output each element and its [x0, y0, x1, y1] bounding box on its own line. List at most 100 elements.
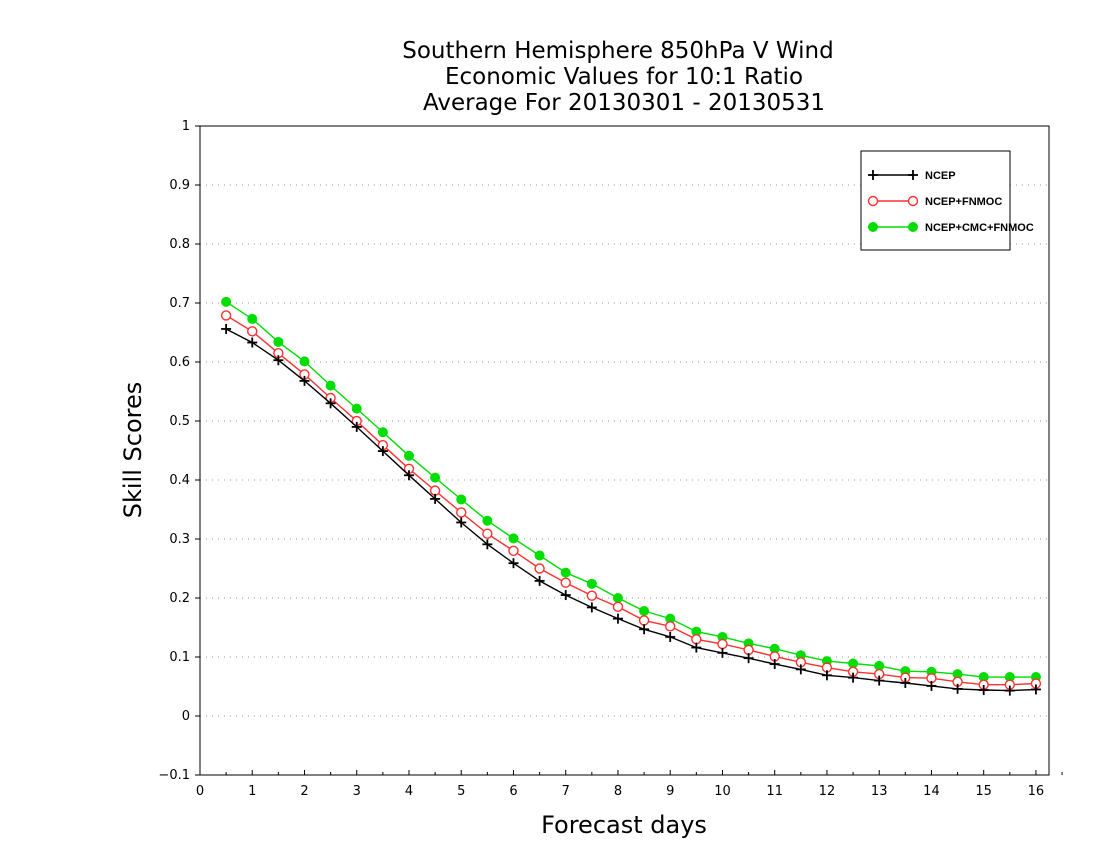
- legend-marker-end: [908, 222, 918, 232]
- data-point-ncep-fnmoc: [429, 485, 441, 496]
- data-point-ncep: [978, 685, 989, 696]
- legend-label: NCEP+FNMOC: [925, 196, 1002, 208]
- legend-label: NCEP: [925, 170, 956, 182]
- x-tick-label: 2: [300, 784, 308, 799]
- x-tick-label: 12: [819, 784, 836, 799]
- data-point-ncep-fnmoc: [691, 634, 702, 645]
- data-point-ncep-cmc-fnmoc: [560, 567, 571, 578]
- data-point-ncep-fnmoc: [456, 507, 467, 518]
- data-point-ncep-cmc-fnmoc: [351, 403, 362, 414]
- x-tick-label: 6: [509, 784, 517, 799]
- data-point-ncep-cmc-fnmoc: [273, 336, 284, 347]
- x-axis-title: Forecast days: [541, 811, 707, 839]
- data-point-ncep: [1004, 685, 1015, 696]
- x-tick-label: 16: [1028, 784, 1045, 799]
- data-point-ncep: [769, 659, 780, 670]
- data-point-ncep-fnmoc: [665, 621, 676, 632]
- x-tick-label: 7: [562, 784, 570, 799]
- data-point-ncep-cmc-fnmoc: [456, 494, 467, 505]
- series-ncep: [221, 323, 1041, 696]
- data-point-ncep: [691, 642, 702, 653]
- data-point-ncep: [377, 446, 388, 457]
- data-point-ncep: [612, 613, 623, 624]
- data-point-ncep: [508, 558, 519, 569]
- data-point-ncep-cmc-fnmoc: [299, 356, 310, 367]
- legend-item-ncep: NCEP: [868, 170, 956, 182]
- y-tick-label: −0.1: [158, 768, 190, 783]
- legend-marker-end: [908, 170, 918, 180]
- data-point-ncep-cmc-fnmoc: [586, 578, 597, 589]
- data-point-ncep-fnmoc: [482, 528, 493, 539]
- data-point-ncep: [351, 421, 362, 432]
- data-point-ncep: [403, 470, 414, 481]
- data-point-ncep: [926, 680, 937, 691]
- data-point-ncep-cmc-fnmoc: [430, 472, 441, 483]
- legend-marker-end: [907, 195, 919, 207]
- x-tick-label: 3: [353, 784, 361, 799]
- data-point-ncep-fnmoc: [220, 310, 232, 321]
- data-point-ncep: [273, 355, 284, 366]
- x-tick-label: 10: [714, 784, 731, 799]
- x-tick-label: 13: [871, 784, 888, 799]
- data-point-ncep-cmc-fnmoc: [482, 515, 493, 526]
- data-point-ncep: [534, 575, 545, 586]
- data-point-ncep: [952, 683, 963, 694]
- data-point-ncep: [299, 375, 310, 386]
- title-line-3: Average For 20130301 - 20130531: [423, 90, 825, 116]
- legend: NCEP NCEP+FNMOC NCEP+CMC+FNMOC: [860, 150, 1034, 251]
- y-tick-label: 0.7: [169, 296, 190, 311]
- data-point-ncep-cmc-fnmoc: [221, 296, 232, 307]
- data-point-ncep: [586, 602, 597, 613]
- data-point-ncep: [639, 624, 650, 635]
- y-axis: −0.1 0 0.1 0.2 0.3 0.4 0.5 0.6 0.7 0.8 0.9 1: [158, 119, 200, 783]
- y-tick-label: 0.5: [169, 414, 190, 429]
- series-line-ncep-fnmoc: [225, 314, 1036, 686]
- data-point-ncep-fnmoc: [534, 563, 545, 574]
- y-tick-label: 0.1: [169, 650, 190, 665]
- data-point-ncep: [821, 670, 832, 681]
- title-line-1: Southern Hemisphere 850hPa V Wind: [402, 38, 833, 64]
- data-point-ncep: [795, 664, 806, 675]
- data-point-ncep-cmc-fnmoc: [247, 313, 258, 324]
- y-tick-label: 0: [182, 709, 190, 724]
- data-point-ncep-fnmoc: [717, 638, 728, 650]
- data-point-ncep-cmc-fnmoc: [534, 550, 545, 561]
- x-axis: 0 1 2 3 4 5 6 7 8 9 10 11 12 13 14 15 16: [196, 770, 1063, 799]
- y-tick-label: 0.4: [169, 473, 190, 488]
- x-tick-label: 4: [405, 784, 413, 799]
- x-tick-label: 1: [248, 784, 256, 799]
- y-tick-label: 0.8: [169, 237, 190, 252]
- data-point-ncep-fnmoc: [508, 545, 519, 556]
- plot-frame: [199, 125, 1050, 776]
- legend-item-ncep-cmc-fnmoc: NCEP+CMC+FNMOC: [868, 222, 1034, 234]
- y-tick-label: 0.6: [169, 355, 190, 370]
- x-tick-label: 15: [975, 784, 992, 799]
- legend-items: NCEP NCEP+FNMOC NCEP+CMC+FNMOC: [867, 170, 1034, 234]
- data-point-ncep-fnmoc: [743, 644, 754, 656]
- data-point-ncep-cmc-fnmoc: [403, 450, 414, 461]
- data-point-ncep-fnmoc: [560, 577, 571, 588]
- x-tick-label: 0: [196, 784, 204, 799]
- data-point-ncep: [848, 672, 859, 683]
- data-point-ncep: [325, 398, 336, 409]
- y-axis-title: Skill Scores: [119, 382, 147, 519]
- data-point-ncep-cmc-fnmoc: [377, 427, 388, 438]
- x-tick-label: 9: [666, 784, 674, 799]
- data-point-ncep: [482, 539, 493, 550]
- x-tick-label: 11: [766, 784, 783, 799]
- series-line-ncep: [225, 328, 1036, 692]
- chart-title: Southern Hemisphere 850hPa V Wind Econom…: [402, 38, 833, 116]
- data-point-ncep: [456, 517, 467, 528]
- data-point-ncep: [665, 631, 676, 642]
- y-tick-label: 0.3: [169, 532, 190, 547]
- data-point-ncep: [717, 647, 728, 658]
- series-layer: [220, 296, 1042, 696]
- x-tick-label: 5: [457, 784, 465, 799]
- x-tick-label: 8: [614, 784, 622, 799]
- data-point-ncep: [247, 337, 258, 348]
- x-tick-label: 14: [923, 784, 940, 799]
- data-point-ncep-cmc-fnmoc: [639, 605, 650, 616]
- legend-item-ncep-fnmoc: NCEP+FNMOC: [867, 195, 1002, 208]
- data-point-ncep-fnmoc: [612, 601, 624, 613]
